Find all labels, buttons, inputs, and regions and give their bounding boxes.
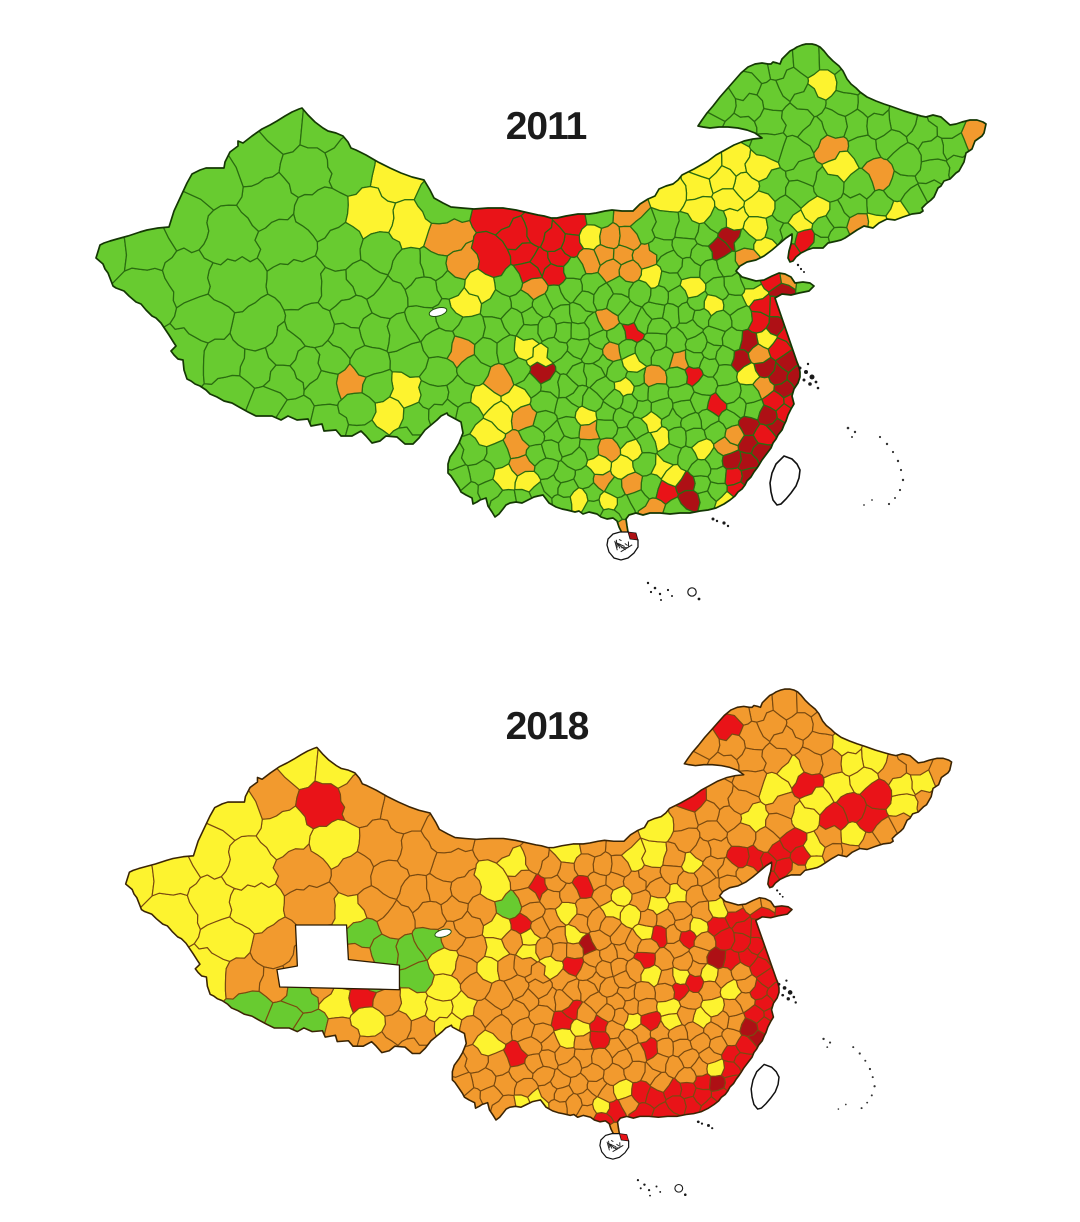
- svg-text:2011: 2011: [506, 105, 587, 148]
- svg-text:2018: 2018: [506, 705, 589, 748]
